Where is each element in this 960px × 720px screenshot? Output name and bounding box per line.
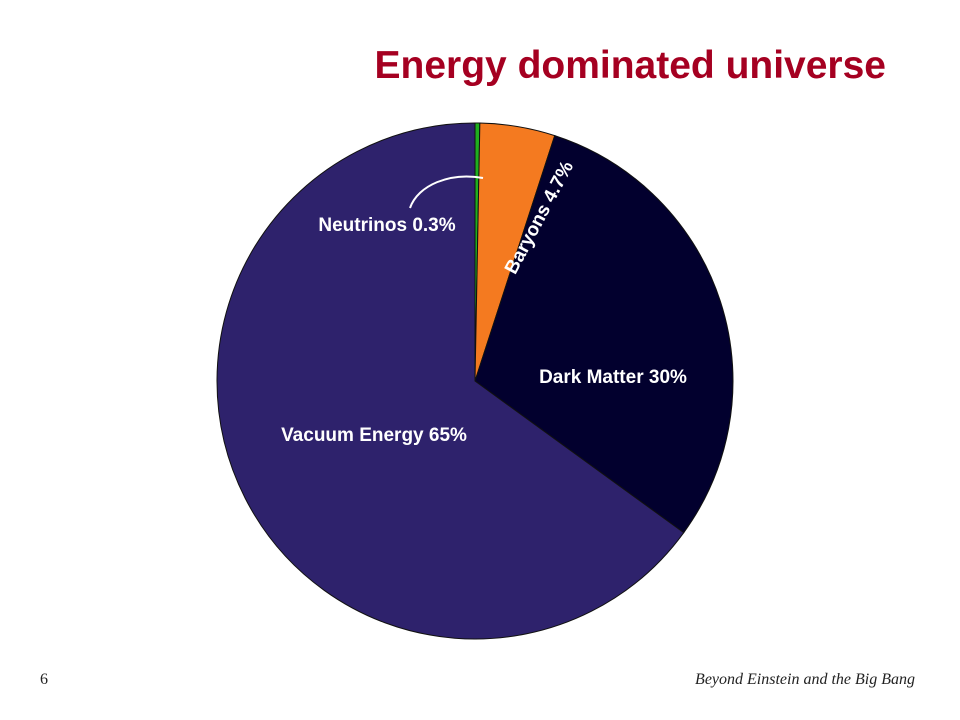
pie-slice <box>474 134 734 534</box>
slide-number: 6 <box>40 671 48 688</box>
value-label: 65% <box>429 425 467 446</box>
category-label: Dark Matter <box>539 367 644 388</box>
value-label: 30% <box>649 367 687 388</box>
pie-slice <box>216 122 685 640</box>
pointer-arrow <box>409 175 484 209</box>
slice-label: Vacuum Energy 65% <box>281 425 467 446</box>
slice-label: Dark Matter 30% <box>539 367 687 388</box>
pie <box>216 122 734 640</box>
value-label: 0.3% <box>412 215 455 236</box>
slice-label: Neutrinos 0.3% <box>318 215 455 236</box>
footer-text: Beyond Einstein and the Big Bang <box>695 671 915 688</box>
category-label: Neutrinos <box>318 215 407 236</box>
category-label: Vacuum Energy <box>281 425 424 446</box>
chart-title: Energy dominated universe <box>375 44 886 87</box>
